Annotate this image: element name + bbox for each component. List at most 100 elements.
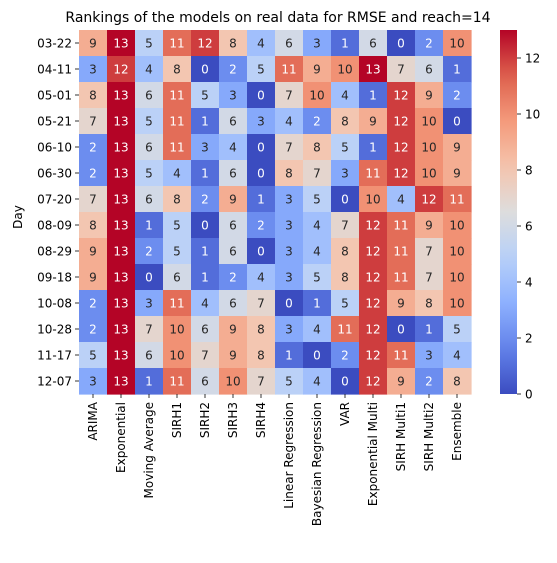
cell-value-label: 1 [453,63,461,77]
colorbar-tick-label: 8 [525,164,533,178]
heatmap-cell [135,316,164,343]
heatmap-cell [303,108,332,135]
heatmap-cell [359,264,388,291]
heatmap-cell [387,368,416,395]
cell-value-label: 8 [341,115,349,129]
colorbar-tick-label: 2 [525,332,533,346]
heatmap-cell [443,160,472,187]
cell-value-label: 13 [113,323,128,337]
heatmap-cell [219,368,248,395]
heatmap-cell [191,186,220,213]
heatmap-cell [415,264,444,291]
cell-value-label: 5 [313,271,321,285]
heatmap-cell [191,316,220,343]
cell-value-label: 12 [365,297,380,311]
heatmap-cell [219,264,248,291]
cell-value-label: 0 [397,323,405,337]
heatmap-cell [247,30,276,57]
cell-value-label: 8 [257,349,265,363]
heatmap-cell [79,30,108,57]
chart-title: Rankings of the models on real data for … [65,10,490,26]
cell-value-label: 9 [229,323,237,337]
cell-value-label: 10 [449,297,464,311]
cell-value-label: 5 [89,349,97,363]
heatmap-cell [331,342,360,369]
cell-value-label: 8 [285,167,293,181]
x-tick-label: Moving Average [142,402,156,498]
heatmap-cell [331,290,360,317]
cell-value-label: 7 [89,115,97,129]
heatmap-cell [247,290,276,317]
heatmap-cell [163,160,192,187]
cell-value-label: 8 [341,271,349,285]
heatmap-cell [443,56,472,83]
cell-value-label: 11 [169,375,184,389]
cell-value-label: 2 [313,115,321,129]
cell-value-label: 13 [113,115,128,129]
heatmap-cell [107,342,136,369]
heatmap-cell [135,212,164,239]
cell-value-label: 5 [173,219,181,233]
cell-value-label: 9 [453,167,461,181]
heatmap-cell [415,186,444,213]
cell-value-label: 9 [89,271,97,285]
heatmap-cells: 9 13 5 11 12 8 4 6 3 1 6 0 2 103 12 4 8 0 2 5 11 9 10 13 7 6 18 13 6… [79,30,472,395]
cell-value-label: 2 [229,63,237,77]
cell-value-label: 1 [201,245,209,259]
heatmap-cell [163,30,192,57]
heatmap-cell [387,290,416,317]
heatmap-cell [79,56,108,83]
cell-value-label: 7 [145,323,153,337]
cell-value-label: 10 [421,115,436,129]
cell-value-label: 1 [425,323,433,337]
cell-value-label: 6 [229,115,237,129]
heatmap-cell [79,264,108,291]
heatmap-cell [191,368,220,395]
heatmap-cell [303,160,332,187]
heatmap-cell [107,186,136,213]
cell-value-label: 13 [113,375,128,389]
heatmap-cell [331,264,360,291]
cell-value-label: 9 [369,115,377,129]
cell-value-label: 6 [145,349,153,363]
heatmap-cell [331,30,360,57]
cell-value-label: 7 [257,375,265,389]
heatmap-cell [415,342,444,369]
cell-value-label: 12 [197,37,212,51]
colorbar-tick-label: 6 [525,220,533,234]
heatmap-cell [443,30,472,57]
heatmap-cell [163,186,192,213]
heatmap-cell [163,82,192,109]
cell-value-label: 4 [285,115,293,129]
heatmap-cell [359,316,388,343]
heatmap-cell [135,56,164,83]
heatmap-cell [415,108,444,135]
heatmap-cell [359,82,388,109]
cell-value-label: 1 [313,297,321,311]
x-tick-label: ARIMA [86,401,100,440]
heatmap-cell [219,290,248,317]
cell-value-label: 1 [341,37,349,51]
cell-value-label: 13 [113,297,128,311]
cell-value-label: 9 [397,297,405,311]
heatmap-cell [247,264,276,291]
cell-value-label: 10 [421,167,436,181]
heatmap-cell [79,212,108,239]
cell-value-label: 4 [313,245,321,259]
cell-value-label: 8 [173,63,181,77]
heatmap-cell [387,238,416,265]
cell-value-label: 9 [229,193,237,207]
heatmap-cell [303,238,332,265]
heatmap-cell [415,238,444,265]
heatmap-cell [275,212,304,239]
cell-value-label: 13 [113,141,128,155]
heatmap-cell [331,160,360,187]
heatmap-cell [163,238,192,265]
cell-value-label: 11 [169,37,184,51]
cell-value-label: 11 [169,141,184,155]
cell-value-label: 2 [341,349,349,363]
cell-value-label: 4 [229,141,237,155]
cell-value-label: 3 [89,63,97,77]
heatmap-cell [387,212,416,239]
heatmap-cell [247,368,276,395]
